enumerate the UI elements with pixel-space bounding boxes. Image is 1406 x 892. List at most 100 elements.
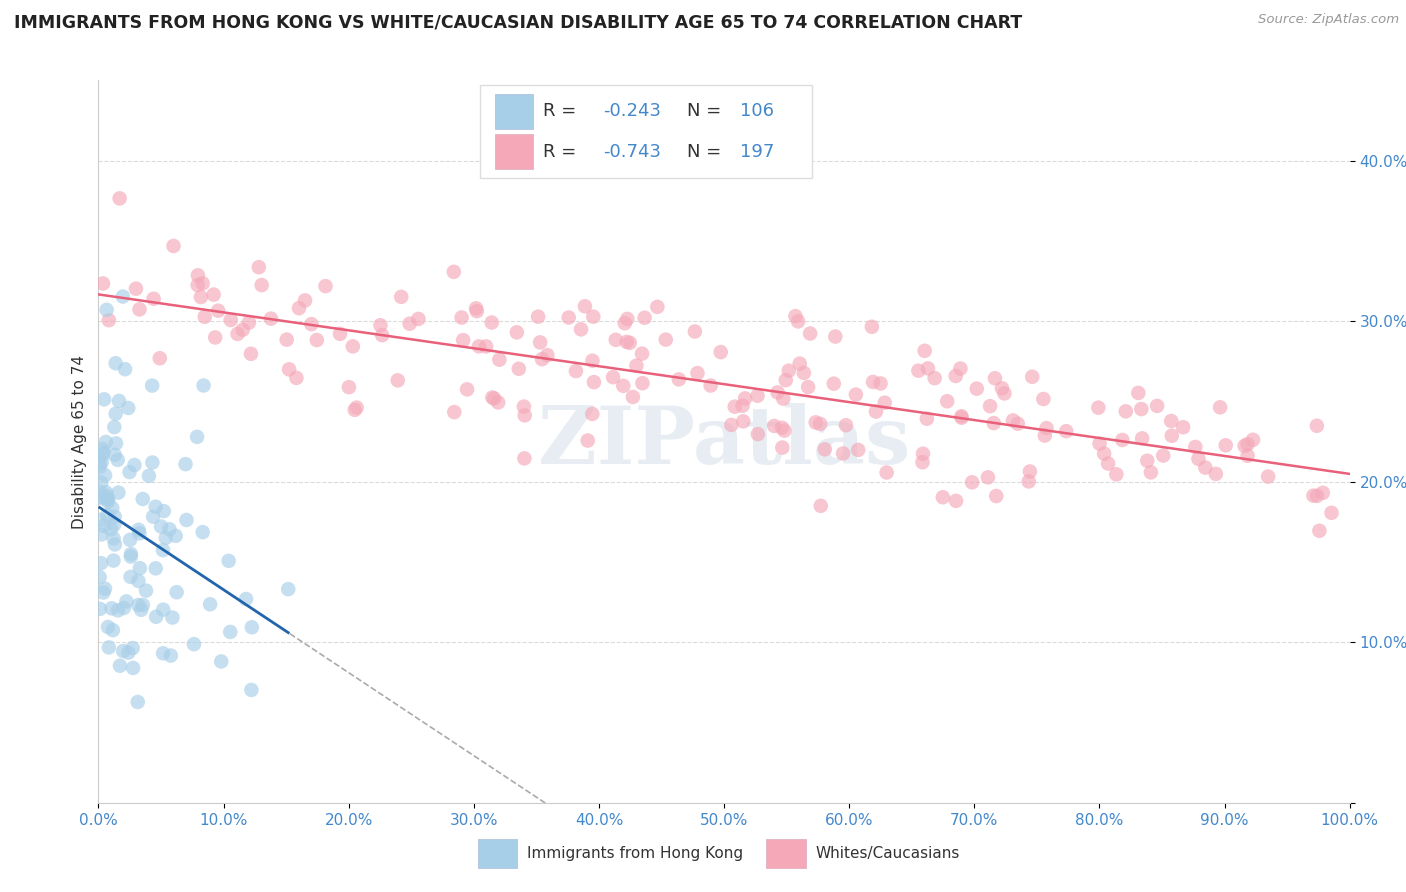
Point <box>162 239 184 253</box>
Point <box>132 598 155 612</box>
Point <box>107 485 129 500</box>
Point <box>619 335 641 350</box>
Point <box>810 499 832 513</box>
Point <box>141 378 163 392</box>
Point <box>1087 401 1109 415</box>
Point <box>128 561 150 575</box>
Point <box>1035 421 1057 435</box>
Point <box>983 416 1005 430</box>
Point <box>823 376 845 391</box>
Point <box>924 371 946 385</box>
Point <box>1205 467 1227 481</box>
Point <box>804 416 827 430</box>
Point <box>135 583 157 598</box>
Point <box>581 407 603 421</box>
FancyBboxPatch shape <box>495 94 533 128</box>
Point <box>621 390 644 404</box>
Point <box>101 501 124 516</box>
Point <box>240 682 263 697</box>
Point <box>911 447 934 461</box>
Point <box>152 543 174 558</box>
Text: IMMIGRANTS FROM HONG KONG VS WHITE/CAUCASIAN DISABILITY AGE 65 TO 74 CORRELATION: IMMIGRANTS FROM HONG KONG VS WHITE/CAUCA… <box>14 13 1022 31</box>
Point <box>97 492 120 507</box>
Point <box>668 372 690 386</box>
Point <box>1130 431 1153 445</box>
Text: N =: N = <box>686 143 727 161</box>
Point <box>915 411 938 425</box>
Point <box>219 624 242 639</box>
Point <box>1018 475 1040 489</box>
Text: Immigrants from Hong Kong: Immigrants from Hong Kong <box>527 847 744 861</box>
Point <box>865 404 887 418</box>
Point <box>465 304 488 318</box>
Point <box>724 400 747 414</box>
Point <box>576 434 599 448</box>
Point <box>152 504 174 518</box>
Point <box>862 375 884 389</box>
Point <box>204 330 226 344</box>
Point <box>1187 451 1209 466</box>
Text: N =: N = <box>686 103 727 120</box>
Point <box>950 409 973 424</box>
Point <box>187 278 209 293</box>
Point <box>389 290 412 304</box>
Text: R =: R = <box>543 143 582 161</box>
Point <box>145 561 167 575</box>
Point <box>443 405 465 419</box>
Point <box>1097 457 1119 471</box>
Point <box>565 364 588 378</box>
Point <box>370 318 392 333</box>
Point <box>190 290 212 304</box>
Point <box>124 458 146 472</box>
Point <box>149 351 172 366</box>
Point <box>720 417 742 432</box>
Point <box>1236 449 1258 463</box>
Point <box>90 455 112 469</box>
Point <box>176 513 198 527</box>
Point <box>219 313 242 327</box>
Point <box>1257 469 1279 483</box>
Point <box>1007 417 1029 431</box>
Point <box>111 289 134 303</box>
Point <box>120 549 142 564</box>
Point <box>191 525 214 540</box>
Point <box>1054 424 1077 438</box>
Point <box>686 366 709 380</box>
Point <box>91 442 114 456</box>
Point <box>166 585 188 599</box>
Point <box>337 380 360 394</box>
Point <box>569 322 592 336</box>
Point <box>747 389 769 403</box>
Point <box>778 364 800 378</box>
Point <box>530 352 553 367</box>
Point <box>240 620 263 634</box>
Text: -0.243: -0.243 <box>603 103 661 120</box>
Point <box>299 317 322 331</box>
Point <box>1233 439 1256 453</box>
Point <box>108 658 131 673</box>
Point <box>118 533 141 547</box>
Text: 197: 197 <box>741 143 775 161</box>
Point <box>1136 454 1159 468</box>
Point <box>104 537 127 551</box>
Point <box>582 310 605 324</box>
Text: Whites/Caucasians: Whites/Caucasians <box>815 847 960 861</box>
Point <box>486 395 509 409</box>
Point <box>193 378 215 392</box>
Point <box>90 475 112 490</box>
Point <box>155 531 177 545</box>
Point <box>1306 418 1329 433</box>
Point <box>747 427 769 442</box>
Point <box>209 655 232 669</box>
Point <box>513 400 536 414</box>
Point <box>91 277 114 291</box>
Point <box>342 339 364 353</box>
Point <box>945 493 967 508</box>
Point <box>984 371 1007 385</box>
Point <box>699 378 721 392</box>
Point <box>808 417 831 431</box>
Point <box>96 489 118 503</box>
Point <box>238 316 260 330</box>
Point <box>329 326 352 341</box>
Point <box>191 277 214 291</box>
